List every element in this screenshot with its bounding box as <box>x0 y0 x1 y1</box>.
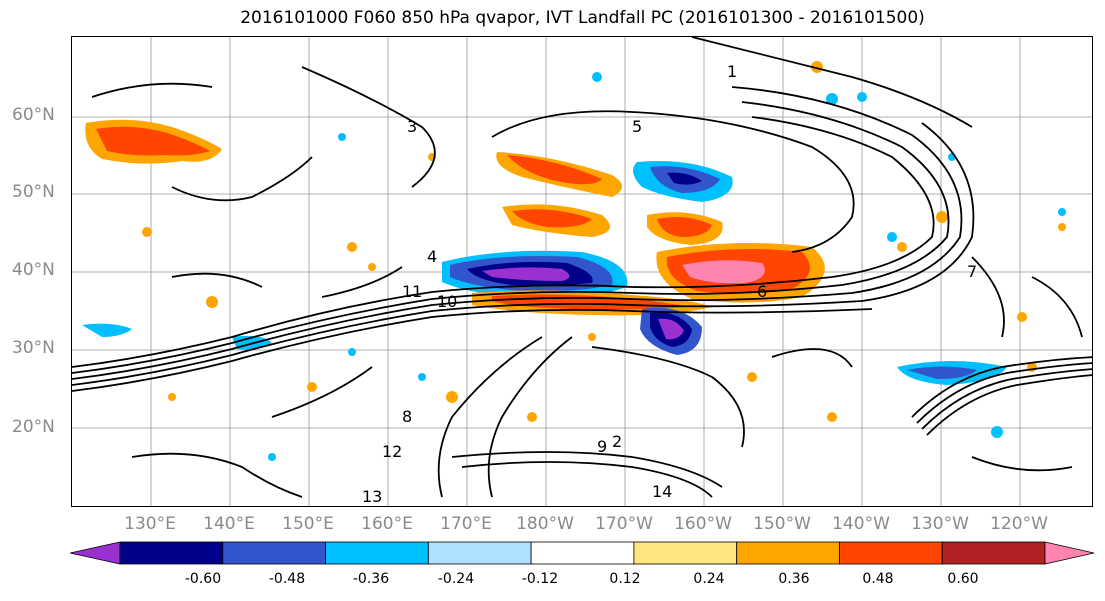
lon-label: 170°E <box>440 514 492 534</box>
lon-label: 130°E <box>124 514 176 534</box>
lat-label: 50°N <box>12 182 55 202</box>
colorbar-tick: -0.24 <box>437 571 475 587</box>
lon-label: 120°W <box>990 514 1048 534</box>
contour-label: 13 <box>362 487 382 506</box>
colorbar-segment <box>427 541 532 565</box>
contour-label: 5 <box>632 117 642 136</box>
map-panel: 1 2 3 4 5 6 7 8 9 10 11 12 13 14 <box>71 36 1093 507</box>
contour-label: 1 <box>727 62 737 81</box>
contour-label: 14 <box>652 482 672 501</box>
contour-label: 9 <box>597 437 607 456</box>
map-canvas: 1 2 3 4 5 6 7 8 9 10 11 12 13 14 <box>72 37 1092 506</box>
colorbar-segment <box>119 541 224 565</box>
colorbar-tick: -0.12 <box>521 571 559 587</box>
colorbar-tick: -0.36 <box>352 571 390 587</box>
figure-title: 2016101000 F060 850 hPa qvapor, IVT Land… <box>240 8 925 28</box>
colorbar-extend-high <box>1044 541 1095 565</box>
colorbar-tick: 0.36 <box>778 571 810 587</box>
lat-label: 40°N <box>12 260 55 280</box>
colorbar-segment <box>530 541 635 565</box>
contour-label: 3 <box>407 117 417 136</box>
colorbar <box>70 541 1095 565</box>
lon-label: 160°E <box>361 514 413 534</box>
colorbar-tick: 0.12 <box>609 571 641 587</box>
colorbar-segment <box>325 541 429 565</box>
colorbar-segment <box>839 541 943 565</box>
colorbar-segment <box>633 541 738 565</box>
contour-label: 2 <box>612 432 622 451</box>
contour-labels: 1 2 3 4 5 6 7 8 9 10 11 12 13 14 <box>362 62 977 506</box>
lat-label: 60°N <box>12 105 55 125</box>
colorbar-tick: -0.60 <box>184 571 222 587</box>
contour-label: 11 <box>402 282 422 301</box>
colorbar-extend-low <box>70 541 121 565</box>
lon-label: 140°W <box>832 514 890 534</box>
contour-label: 12 <box>382 442 402 461</box>
contour-label: 10 <box>437 292 457 311</box>
contour-label: 6 <box>757 282 767 301</box>
lon-label: 170°W <box>595 514 653 534</box>
lon-label: 160°W <box>674 514 732 534</box>
colorbar-segment <box>941 541 1046 565</box>
colorbar-segment <box>222 541 326 565</box>
colorbar-segment <box>736 541 840 565</box>
ivt-contours <box>72 37 1092 498</box>
lat-label: 20°N <box>12 417 55 437</box>
colorbar-tick: 0.60 <box>947 571 979 587</box>
colorbar-tick: -0.48 <box>268 571 306 587</box>
colorbar-tick: 0.48 <box>862 571 894 587</box>
contour-label: 4 <box>427 247 437 266</box>
lon-label: 150°W <box>753 514 811 534</box>
lon-label: 130°W <box>911 514 969 534</box>
lon-label: 150°E <box>282 514 334 534</box>
colorbar-tick: 0.24 <box>693 571 725 587</box>
contour-label: 8 <box>402 407 412 426</box>
lon-label: 140°E <box>203 514 255 534</box>
contour-label: 7 <box>967 262 977 281</box>
lat-label: 30°N <box>12 338 55 358</box>
lon-label: 180°W <box>516 514 574 534</box>
